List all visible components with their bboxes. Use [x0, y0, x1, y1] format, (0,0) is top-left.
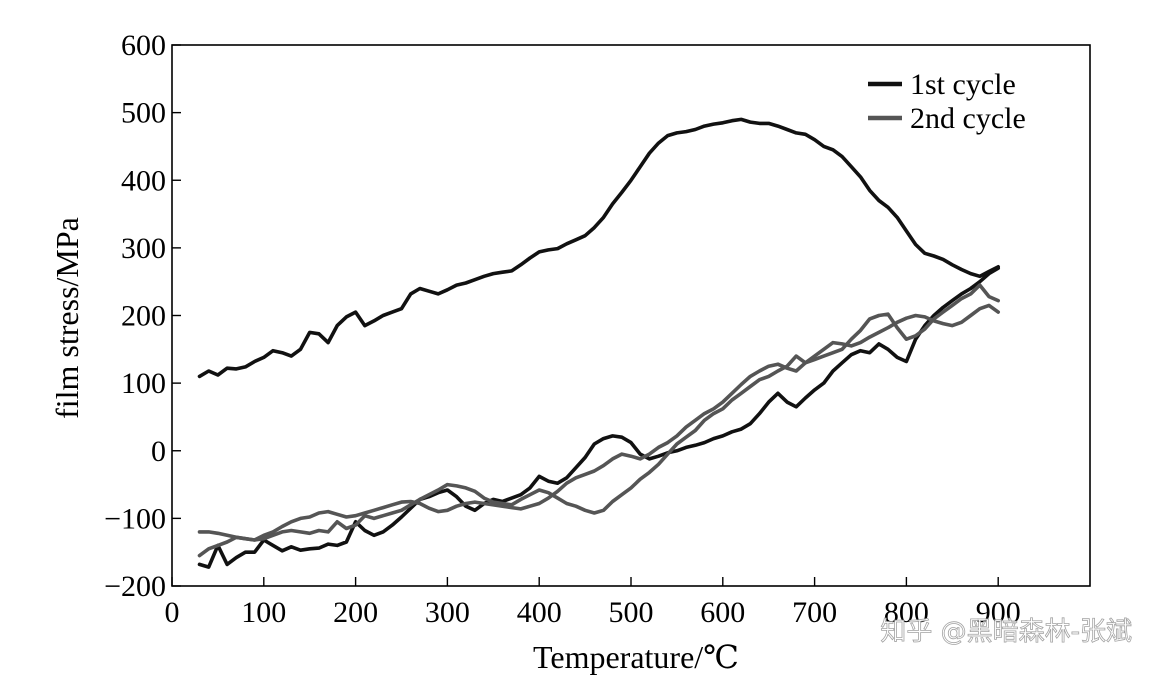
x-tick-label: 900 — [976, 596, 1021, 629]
x-tick-label: 300 — [425, 596, 470, 629]
x-tick-label: 100 — [241, 596, 286, 629]
x-tick-label: 600 — [700, 596, 745, 629]
y-tick-label: −200 — [104, 570, 166, 603]
y-tick-label: −100 — [104, 502, 166, 535]
series-layer — [197, 117, 1001, 569]
y-tick-label: 400 — [121, 164, 166, 197]
y-tick-label: 0 — [151, 435, 166, 468]
series-line-1st-cycle-heating — [197, 117, 1001, 379]
y-axis-title: film stress/MPa — [49, 217, 85, 419]
series-line-2nd-cycle-heating — [197, 303, 1001, 542]
x-tick-label: 200 — [333, 596, 378, 629]
y-tick-label: 300 — [121, 232, 166, 265]
x-tick-label: 0 — [165, 596, 180, 629]
series-line-2nd-cycle-cooling — [197, 283, 1001, 558]
x-tick-label: 400 — [517, 596, 562, 629]
y-tick-label: 100 — [121, 367, 166, 400]
x-tick-label: 700 — [792, 596, 837, 629]
y-tick-label: 200 — [121, 300, 166, 333]
legend-label-1st-cycle: 1st cycle — [910, 68, 1016, 101]
legend: 1st cycle 2nd cycle — [868, 68, 1026, 135]
x-tick-label: 500 — [609, 596, 654, 629]
x-tick-label: 800 — [884, 596, 929, 629]
legend-label-2nd-cycle: 2nd cycle — [910, 102, 1026, 135]
x-axis-title: Temperature/℃ — [533, 639, 739, 675]
series-line-1st-cycle-cooling — [197, 266, 1001, 569]
y-tick-label: 500 — [121, 97, 166, 130]
x-axis-ticks: 0 100 200 300 400 500 600 700 800 900 — [165, 577, 1021, 629]
y-tick-label: 600 — [121, 29, 166, 62]
watermark: 知乎 @黑暗森林-张斌 — [880, 617, 1132, 647]
y-axis-ticks: 600 500 400 300 200 100 0 −100 −200 — [104, 29, 181, 603]
